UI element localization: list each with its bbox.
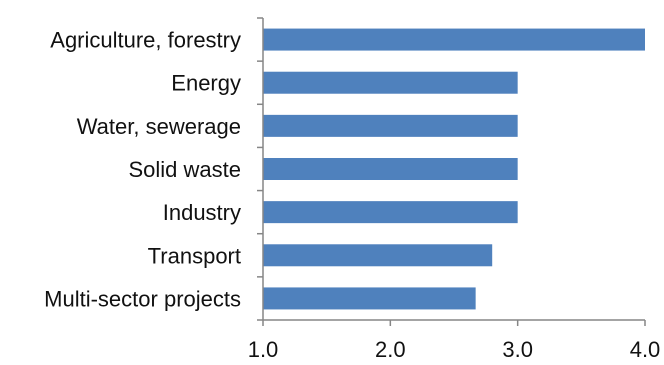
category-label-3: Solid waste xyxy=(128,157,241,182)
bars-layer xyxy=(263,28,645,310)
category-label-2: Water, sewerage xyxy=(77,114,241,139)
axes-layer xyxy=(257,17,646,326)
bar-0 xyxy=(263,28,645,51)
category-label-0: Agriculture, forestry xyxy=(50,28,241,53)
x-tick-label-2: 3.0 xyxy=(502,337,533,362)
bar-3 xyxy=(263,158,518,180)
bar-1 xyxy=(263,71,518,94)
category-label-5: Transport xyxy=(148,243,241,268)
x-tick-label-1: 2.0 xyxy=(375,337,406,362)
bar-5 xyxy=(263,244,493,267)
category-label-6: Multi-sector projects xyxy=(44,286,241,311)
category-label-4: Industry xyxy=(163,200,241,225)
bar-6 xyxy=(263,287,476,310)
labels-layer: Agriculture, forestry Energy Water, sewera… xyxy=(44,28,660,362)
category-label-1: Energy xyxy=(171,71,241,96)
bar-4 xyxy=(263,201,518,224)
x-tick-label-3: 4.0 xyxy=(630,337,661,362)
bar-2 xyxy=(263,114,518,137)
x-tick-label-0: 1.0 xyxy=(248,337,279,362)
